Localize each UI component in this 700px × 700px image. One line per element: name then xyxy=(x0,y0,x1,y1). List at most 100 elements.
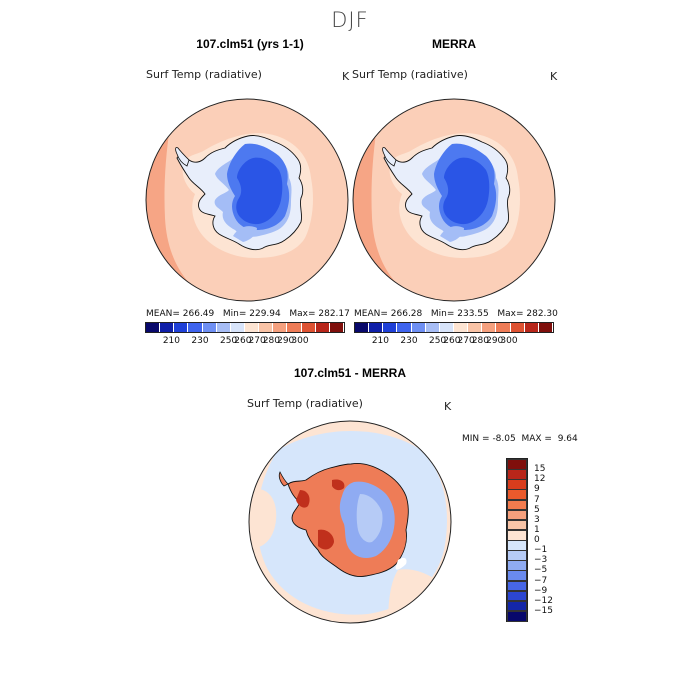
colorbar-swatch xyxy=(507,499,527,511)
colorbar-swatch xyxy=(244,323,260,332)
map-region xyxy=(382,147,397,167)
colorbar-tick-label: 15 xyxy=(534,464,546,475)
colorbar-tick-label: −15 xyxy=(534,605,553,616)
colorbar-swatch xyxy=(507,459,527,470)
colorbar-swatch xyxy=(507,600,527,612)
map-region xyxy=(318,529,334,550)
min-value: 229.94 xyxy=(249,309,281,319)
max-value: 282.30 xyxy=(526,309,558,319)
colorbar-swatch xyxy=(507,570,527,581)
colorbar-swatch xyxy=(439,323,454,332)
colorbar-swatch xyxy=(174,323,189,332)
colorbar-swatch xyxy=(146,323,161,332)
colorbar-tick-label: 0 xyxy=(534,535,540,545)
colorbar-swatch xyxy=(507,469,527,480)
colorbar-tick-label: −3 xyxy=(534,555,548,566)
colorbar-swatch xyxy=(507,529,527,541)
panel-2-colorbar xyxy=(354,322,554,333)
min-label: Min= xyxy=(222,309,247,319)
colorbar-tick-label: 300 xyxy=(500,336,518,346)
map-region xyxy=(278,471,289,487)
panel-3-title: 107.clm51 - MERRA xyxy=(293,366,407,380)
colorbar-tick-label: 3 xyxy=(534,514,540,525)
panel-2-colorbar-ticks: 210 230 250 260 270 280 290 300 xyxy=(354,336,554,348)
diff-max-value: 9.64 xyxy=(557,434,578,444)
colorbar-tick-label: 210 xyxy=(371,336,390,346)
colorbar-tick-label: 7 xyxy=(534,494,540,505)
colorbar-swatch xyxy=(287,323,302,332)
min-label: Min= xyxy=(430,309,455,319)
colorbar-tick-label: 290 xyxy=(486,336,504,346)
colorbar-swatch xyxy=(468,323,483,332)
panel-2-title: MERRA xyxy=(432,37,476,51)
colorbar-tick-label: 210 xyxy=(162,336,181,346)
max-value: 282.17 xyxy=(318,309,350,319)
mean-value: 266.49 xyxy=(182,309,215,319)
map-region xyxy=(353,99,422,301)
colorbar-swatch xyxy=(524,323,539,332)
mean-label: MEAN= xyxy=(146,309,180,319)
panel-3-colorbar-ticks: 15 12 9 7 5 3 1 0 −1 −3 −5 −7 −9 −12 −15 xyxy=(534,458,574,622)
colorbar-tick-label: 1 xyxy=(534,524,540,535)
colorbar-tick-label: 290 xyxy=(277,336,295,346)
colorbar-swatch xyxy=(216,323,231,332)
colorbar-tick-label: −5 xyxy=(534,565,548,576)
panel-1-map xyxy=(145,98,349,302)
panel-1-variable: Surf Temp (radiative) xyxy=(146,68,262,81)
map-region xyxy=(440,226,464,242)
mean-label: MEAN= xyxy=(354,309,388,319)
panel-1-colorbar xyxy=(145,322,345,333)
colorbar-tick-label: 300 xyxy=(291,336,309,346)
panel-1-units: K xyxy=(342,70,350,83)
colorbar-swatch xyxy=(188,323,203,332)
panel-2-map xyxy=(352,98,556,302)
max-label: Max= xyxy=(289,309,316,319)
colorbar-swatch xyxy=(315,323,330,332)
min-value: 233.55 xyxy=(457,309,489,319)
map-region xyxy=(296,490,310,508)
colorbar-swatch xyxy=(496,323,511,332)
colorbar-tick-label: 250 xyxy=(219,336,238,346)
colorbar-swatch xyxy=(482,323,497,332)
colorbar-swatch xyxy=(507,519,527,531)
colorbar-swatch xyxy=(510,323,525,332)
colorbar-tick-label: −1 xyxy=(534,545,548,556)
diff-min-label: MIN = xyxy=(462,434,490,444)
colorbar-swatch xyxy=(160,323,175,332)
colorbar-swatch xyxy=(425,323,440,332)
colorbar-swatch xyxy=(397,323,412,332)
map-region xyxy=(332,479,345,491)
panel-1-stats: MEAN= 266.49 Min= 229.94 Max= 282.17 xyxy=(146,309,350,319)
colorbar-tick-label: −7 xyxy=(534,575,548,586)
colorbar-tick-label: 260 xyxy=(443,336,461,346)
panel-3-variable: Surf Temp (radiative) xyxy=(247,397,363,410)
colorbar-tick-label: 280 xyxy=(471,336,490,346)
map-region xyxy=(249,488,277,549)
diff-max-label: MAX = xyxy=(521,434,552,444)
colorbar-swatch xyxy=(507,489,527,500)
map-region xyxy=(356,494,383,543)
map-region xyxy=(236,157,283,225)
max-label: Max= xyxy=(497,309,524,319)
colorbar-swatch xyxy=(507,580,527,592)
panel-1-title: 107.clm51 (yrs 1-1) xyxy=(196,37,304,51)
map-region xyxy=(233,226,257,242)
colorbar-swatch xyxy=(453,323,469,332)
colorbar-tick-label: −9 xyxy=(534,585,548,596)
panel-2-variable: Surf Temp (radiative) xyxy=(352,68,468,81)
colorbar-tick-label: 250 xyxy=(428,336,447,346)
map-region xyxy=(146,99,215,301)
panel-3-units: K xyxy=(444,400,452,413)
panel-3-stats: MIN = -8.05 MAX = 9.64 xyxy=(462,434,578,444)
colorbar-swatch xyxy=(383,323,398,332)
panel-3-colorbar xyxy=(506,458,528,622)
colorbar-swatch xyxy=(301,323,316,332)
colorbar-tick-label: 270 xyxy=(457,336,475,346)
diff-min-value: -8.05 xyxy=(492,434,516,444)
map-region xyxy=(443,157,490,225)
colorbar-tick-label: 260 xyxy=(234,336,252,346)
colorbar-swatch xyxy=(507,550,527,561)
colorbar-swatch xyxy=(507,610,527,622)
colorbar-swatch xyxy=(202,323,217,332)
map-region xyxy=(395,557,407,570)
